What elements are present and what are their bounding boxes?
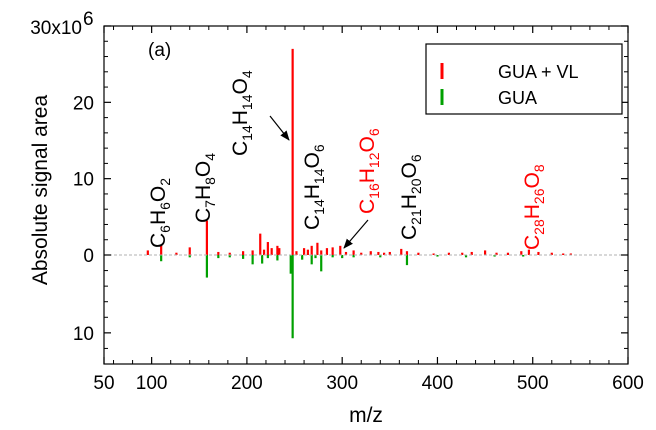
formula-label: C6H6O2	[147, 178, 173, 248]
legend-label-gua-vl: GUA + VL	[498, 62, 579, 82]
x-tick-label: 200	[231, 373, 263, 394]
bars-layer	[146, 48, 572, 339]
y-axis-title: Absolute signal area	[29, 95, 52, 286]
plot-frame	[103, 25, 629, 365]
ticks-layer: 50 100 200 300 400 500 600 0 10 20 30x10 6 10	[30, 9, 644, 394]
legend-box	[425, 43, 623, 115]
y-tick-label: 10	[73, 324, 94, 345]
formula-label: C14H14O6	[301, 144, 327, 230]
x-tick-label: 600	[612, 373, 644, 394]
x-axis-title: m/z	[349, 404, 383, 427]
y-tick-label: 10	[73, 170, 94, 191]
annotation-arrow	[343, 219, 369, 249]
x-tick-label: 50	[93, 373, 114, 394]
legend: GUA + VL GUA	[425, 43, 623, 115]
x-tick-label: 100	[136, 373, 168, 394]
y-exponent: 6	[83, 9, 94, 30]
panel-label: (a)	[148, 40, 171, 61]
x-tick-label: 300	[326, 373, 358, 394]
y-tick-label-max: 30x10	[30, 18, 82, 39]
formula-label: C21H20O6	[398, 154, 424, 240]
annotations-layer: C6H6O2 C7H8O4 C14H14O4 C14H14O6 C16H12O6 C21H…	[147, 70, 547, 250]
formula-label: C14H14O4	[229, 70, 255, 156]
formula-label: C28H26O8	[521, 164, 547, 250]
legend-label-gua: GUA	[498, 88, 537, 108]
y-tick-label: 0	[83, 246, 94, 267]
y-tick-label: 20	[73, 93, 94, 114]
x-tick-label: 500	[517, 373, 549, 394]
formula-label: C16H12O6	[356, 128, 382, 214]
annotation-arrow	[269, 115, 290, 141]
formula-label: C7H8O4	[192, 153, 218, 223]
x-tick-label: 400	[422, 373, 454, 394]
